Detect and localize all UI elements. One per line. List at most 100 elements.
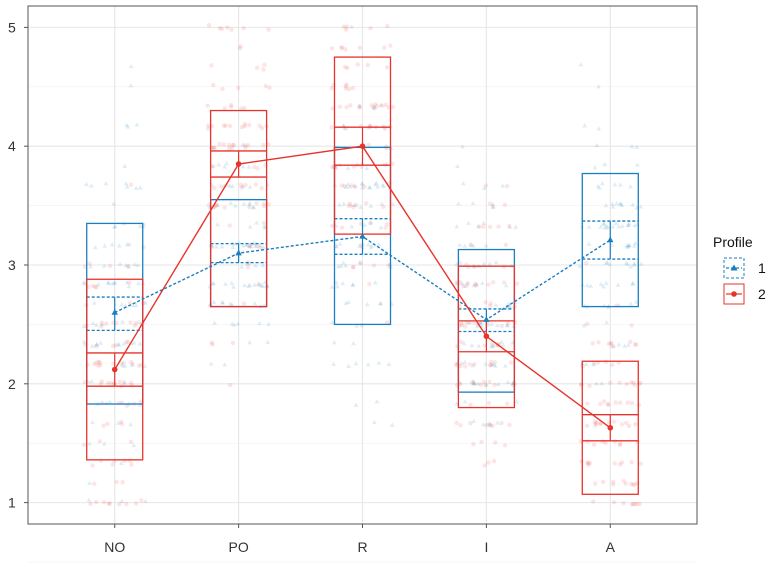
jitter-point-profile-1 (247, 224, 253, 229)
jitter-point-profile-1 (343, 300, 349, 305)
jitter-point-profile-1 (81, 339, 87, 344)
jitter-point-profile-1 (604, 319, 610, 325)
jitter-point-profile-1 (466, 220, 471, 225)
legend-label-1: 1 (758, 260, 766, 276)
jitter-point-profile-1 (472, 380, 477, 386)
jitter-point-profile-2 (502, 443, 508, 448)
jitter-point-profile-2 (463, 324, 468, 329)
jitter-point-profile-2 (261, 201, 267, 206)
jitter-point-profile-2 (385, 23, 390, 29)
jitter-point-profile-1 (634, 221, 640, 227)
jitter-point-profile-2 (365, 62, 370, 68)
jitter-point-profile-1 (83, 181, 89, 187)
jitter-point-profile-2 (344, 24, 350, 29)
jitter-point-profile-2 (238, 44, 243, 49)
jitter-point-profile-2 (633, 342, 639, 347)
jitter-point-profile-1 (376, 242, 382, 247)
jitter-point-profile-2 (245, 265, 251, 270)
jitter-point-profile-1 (625, 244, 630, 249)
jitter-point-profile-2 (205, 103, 210, 108)
jitter-point-profile-2 (613, 400, 618, 405)
jitter-point-profile-1 (329, 284, 335, 289)
jitter-point-profile-1 (253, 263, 259, 268)
jitter-point-profile-2 (608, 380, 613, 386)
jitter-point-profile-2 (488, 359, 494, 365)
jitter-point-profile-1 (235, 321, 241, 326)
jitter-point-profile-1 (116, 342, 122, 347)
jitter-point-profile-1 (353, 402, 359, 407)
jitter-point-profile-2 (585, 460, 591, 466)
jitter-point-profile-2 (87, 261, 92, 266)
jitter-point-profile-1 (95, 281, 101, 286)
jitter-point-profile-1 (596, 84, 602, 89)
jitter-point-profile-2 (606, 341, 611, 346)
jitter-point-profile-1 (119, 302, 125, 307)
jitter-point-profile-2 (366, 142, 371, 147)
jitter-point-profile-1 (468, 242, 474, 247)
jitter-point-profile-1 (122, 380, 128, 386)
jitter-point-profile-1 (334, 244, 339, 249)
jitter-point-profile-1 (90, 419, 95, 425)
jitter-point-profile-2 (98, 458, 104, 463)
jitter-point-profile-2 (257, 282, 262, 287)
jitter-point-profile-1 (260, 263, 266, 268)
jitter-point-profile-2 (339, 183, 345, 188)
jitter-point-profile-1 (243, 242, 249, 247)
jitter-point-profile-2 (490, 343, 496, 348)
jitter-point-profile-2 (350, 204, 356, 210)
jitter-point-profile-2 (385, 221, 390, 227)
jitter-point-profile-2 (92, 481, 97, 486)
jitter-point-profile-1 (81, 280, 87, 285)
jitter-point-profile-1 (604, 260, 610, 265)
jitter-point-profile-2 (358, 261, 363, 266)
jitter-point-profile-2 (212, 145, 217, 151)
jitter-point-profile-2 (468, 421, 473, 426)
legend-key-1-box (723, 257, 745, 279)
jitter-point-profile-1 (622, 343, 628, 348)
jitter-point-profile-1 (583, 361, 589, 366)
jitter-point-profile-1 (142, 363, 148, 369)
jitter-point-profile-2 (504, 401, 510, 406)
jitter-point-profile-2 (220, 86, 225, 92)
jitter-point-profile-2 (221, 142, 226, 147)
jitter-point-profile-2 (629, 400, 635, 406)
jitter-point-profile-2 (483, 300, 488, 305)
jitter-point-profile-2 (133, 501, 139, 506)
jitter-point-profile-2 (261, 220, 267, 226)
jitter-point-profile-2 (465, 282, 470, 288)
jitter-point-profile-2 (119, 421, 125, 427)
jitter-point-profile-2 (230, 142, 235, 148)
jitter-point-profile-2 (266, 142, 271, 147)
jitter-point-profile-1 (505, 323, 510, 328)
jitter-point-profile-1 (372, 280, 378, 285)
jitter-point-profile-1 (343, 263, 349, 268)
jitter-point-profile-1 (454, 224, 460, 229)
x-tick-label: I (484, 539, 488, 555)
jitter-point-profile-1 (125, 124, 131, 129)
jitter-point-profile-2 (487, 201, 493, 206)
jitter-point-profile-2 (343, 27, 349, 32)
jitter-point-profile-1 (365, 242, 371, 247)
jitter-point-profile-1 (337, 202, 342, 207)
jitter-point-profile-2 (357, 103, 362, 109)
jitter-point-profile-2 (631, 501, 636, 507)
jitter-point-profile-2 (218, 184, 224, 189)
jitter-point-profile-1 (489, 362, 495, 367)
jitter-point-profile-1 (481, 220, 487, 225)
jitter-point-profile-2 (614, 303, 619, 308)
jitter-point-profile-1 (103, 181, 109, 186)
jitter-point-profile-1 (503, 283, 509, 288)
jitter-point-profile-2 (248, 244, 253, 249)
jitter-point-profile-1 (372, 419, 377, 425)
jitter-point-profile-1 (126, 284, 132, 289)
jitter-point-profile-1 (507, 224, 513, 229)
jitter-point-profile-2 (621, 501, 626, 506)
jitter-point-profile-2 (492, 382, 497, 388)
jitter-point-profile-1 (592, 165, 598, 170)
jitter-point-profile-2 (105, 380, 111, 386)
jitter-point-profile-2 (350, 265, 356, 270)
jitter-point-profile-1 (454, 163, 460, 169)
jitter-point-profile-2 (611, 482, 616, 487)
jitter-point-profile-1 (378, 300, 384, 306)
jitter-point-profile-2 (458, 423, 463, 428)
